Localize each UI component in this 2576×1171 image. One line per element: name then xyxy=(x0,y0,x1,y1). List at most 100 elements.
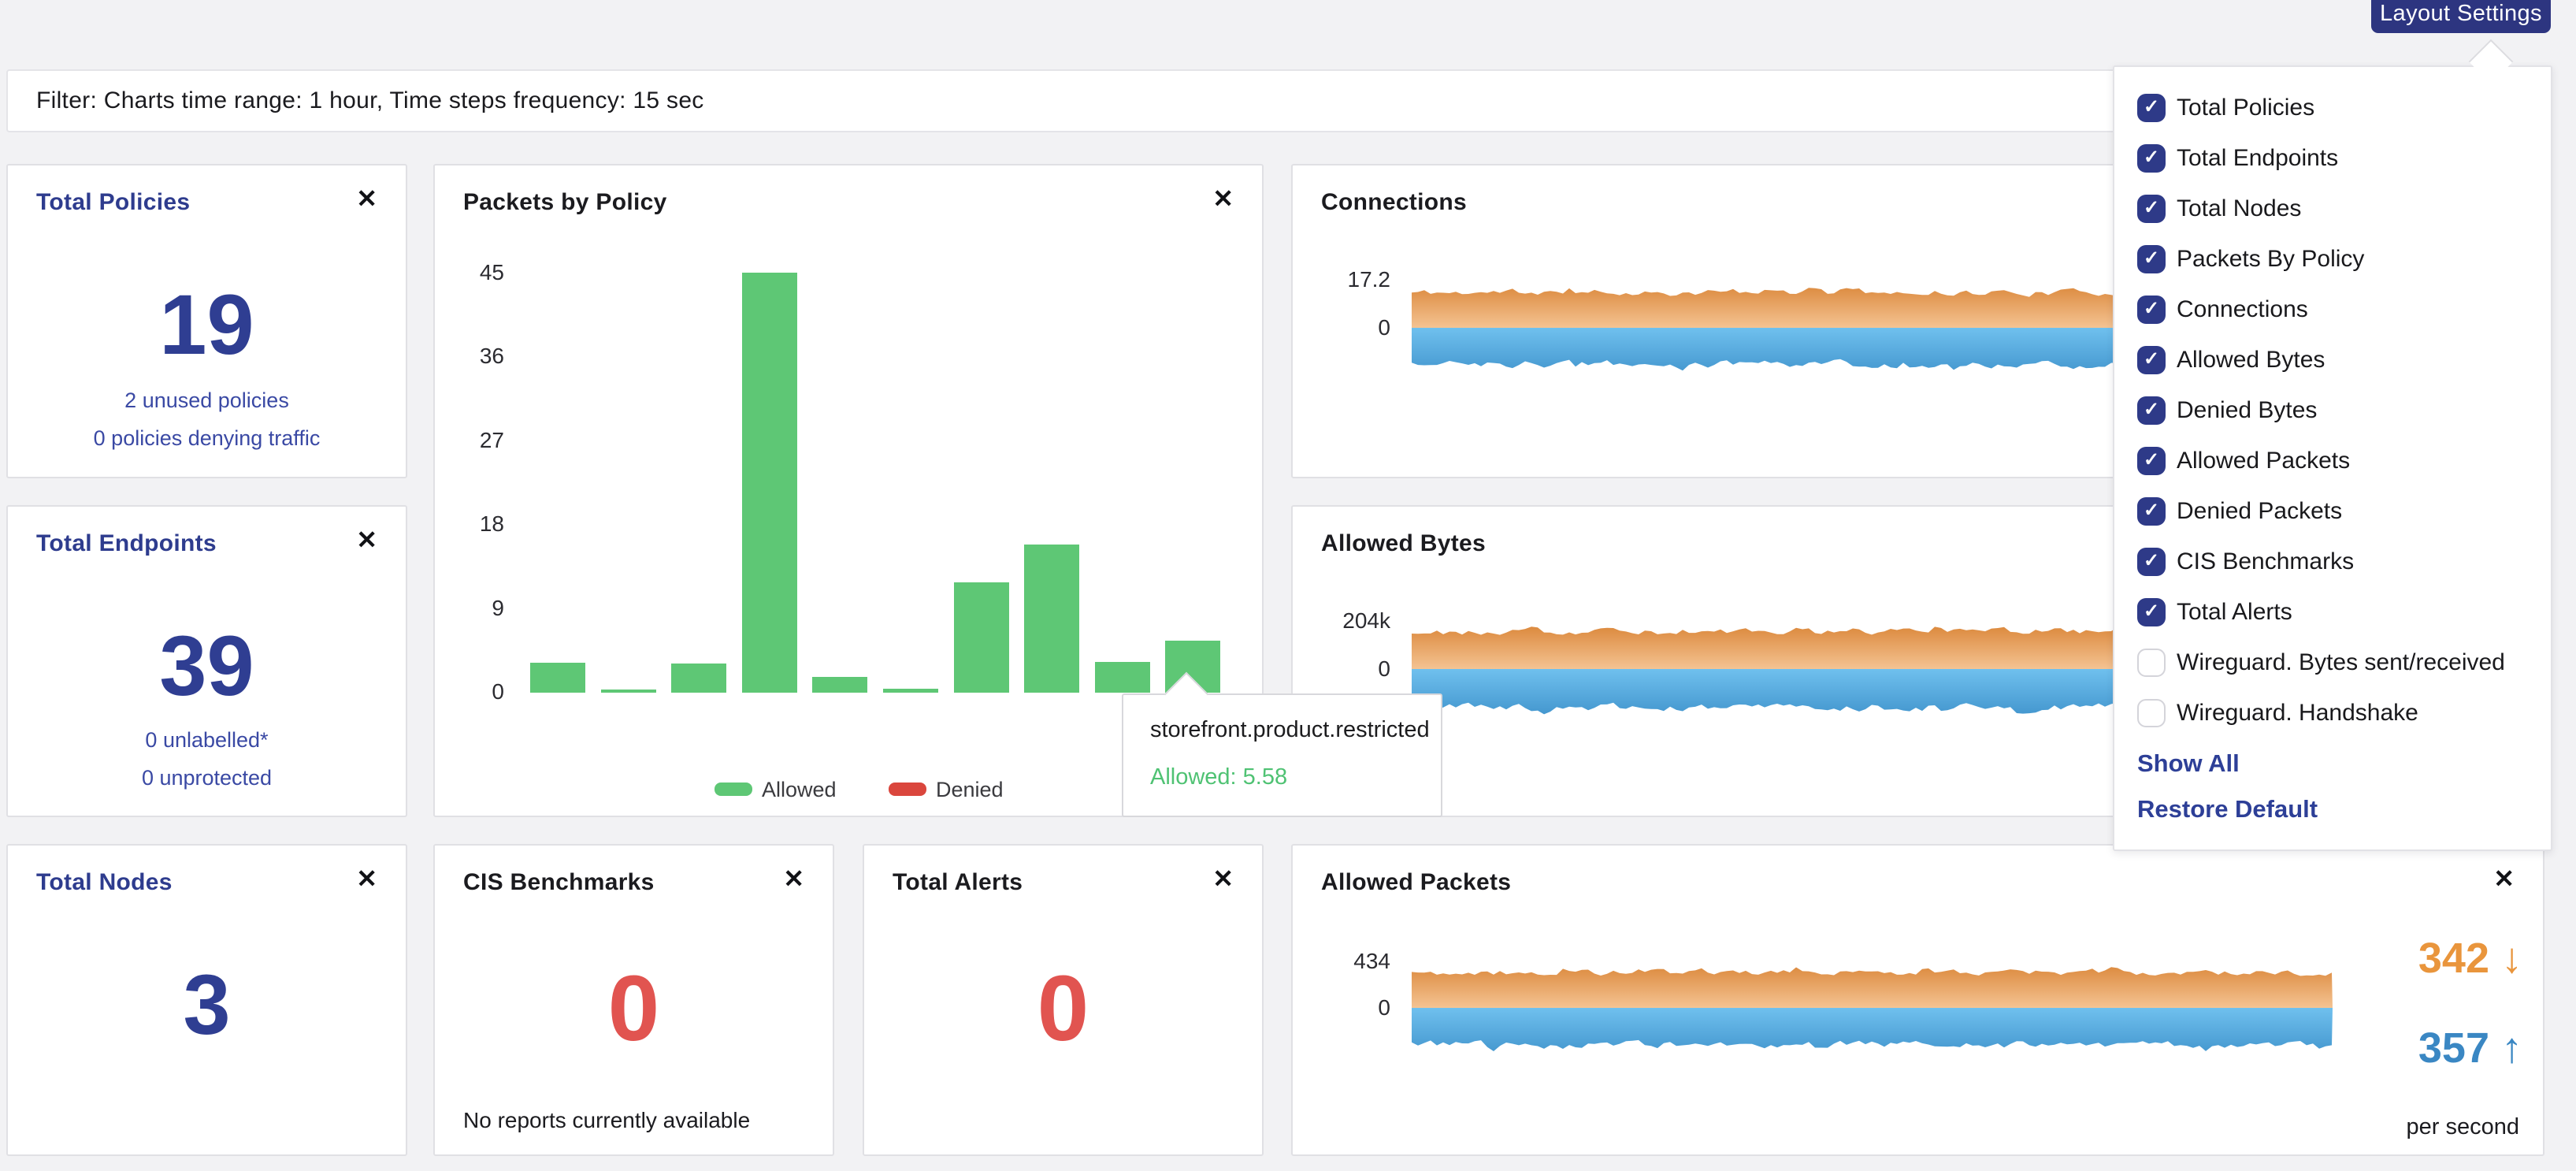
total-nodes-value: 3 xyxy=(183,957,231,1052)
connections-title: Connections xyxy=(1321,189,1467,215)
layout-menu-item-denied-bytes[interactable]: ✓ Denied Bytes xyxy=(2114,385,2551,436)
layout-settings-menu: ✓ Total Policies ✓ Total Endpoints ✓ Total No… xyxy=(2113,65,2552,851)
cis-benchmarks-note: No reports currently available xyxy=(463,1108,751,1132)
layout-menu-item-packets-by-policy[interactable]: ✓ Packets By Policy xyxy=(2114,234,2551,284)
layout-menu-item-label: Total Nodes xyxy=(2177,195,2302,221)
close-icon[interactable]: ✕ xyxy=(2493,864,2515,893)
allowed-packets-card: Allowed Packets ✕ 434 0 342 ↓ 357 ↑ per … xyxy=(1291,844,2544,1156)
checkbox-checked-icon[interactable]: ✓ xyxy=(2137,245,2166,273)
checkbox-checked-icon[interactable]: ✓ xyxy=(2137,346,2166,374)
cis-benchmarks-value: 0 xyxy=(607,957,660,1061)
bar-policy-1[interactable] xyxy=(600,690,656,693)
per-second-label: per second xyxy=(2406,1114,2520,1139)
layout-menu-item-allowed-bytes[interactable]: ✓ Allowed Bytes xyxy=(2114,335,2551,385)
bar-policy-0[interactable] xyxy=(530,663,585,693)
bar-policy-2[interactable] xyxy=(671,664,727,693)
allowed-packets-area-chart xyxy=(1412,967,2333,1051)
close-icon[interactable]: ✕ xyxy=(356,526,377,554)
layout-menu-item-label: Allowed Packets xyxy=(2177,448,2351,474)
checkbox-unchecked-icon[interactable] xyxy=(2137,649,2166,677)
layout-menu-item-label: Allowed Bytes xyxy=(2177,347,2325,373)
packets-received-rate: 342 ↓ xyxy=(2418,935,2522,982)
close-icon[interactable]: ✕ xyxy=(1212,864,1234,893)
bar-policy-7[interactable] xyxy=(1024,544,1080,693)
arrow-down-icon: ↓ xyxy=(2501,935,2522,982)
total-alerts-title: Total Alerts xyxy=(893,869,1023,895)
legend-allowed-swatch xyxy=(715,783,752,796)
total-nodes-title: Total Nodes xyxy=(36,869,173,895)
layout-menu-item-total-endpoints[interactable]: ✓ Total Endpoints xyxy=(2114,133,2551,184)
layout-menu-item-denied-packets[interactable]: ✓ Denied Packets xyxy=(2114,486,2551,537)
layout-menu-item-cis-benchmarks[interactable]: ✓ CIS Benchmarks xyxy=(2114,537,2551,587)
y-tick-label: 9 xyxy=(492,595,504,620)
close-icon[interactable]: ✕ xyxy=(1212,184,1234,213)
checkbox-checked-icon[interactable]: ✓ xyxy=(2137,497,2166,526)
total-endpoints-card: Total Endpoints ✕ 39 0 unlabelled* 0 unp… xyxy=(6,505,407,817)
denying-policies-link[interactable]: 0 policies denying traffic xyxy=(93,426,321,450)
bar-policy-6[interactable] xyxy=(953,582,1009,693)
y-tick-label: 18 xyxy=(479,511,504,537)
checkbox-checked-icon[interactable]: ✓ xyxy=(2137,548,2166,576)
layout-settings-button[interactable]: Layout Settings xyxy=(2371,0,2551,33)
bar-policy-4[interactable] xyxy=(812,676,868,693)
bar-policy-5[interactable] xyxy=(883,689,938,693)
checkbox-checked-icon[interactable]: ✓ xyxy=(2137,144,2166,173)
checkbox-unchecked-icon[interactable] xyxy=(2137,699,2166,727)
connections-ymax-label: 17.2 xyxy=(1347,267,1391,292)
layout-menu-item-allowed-packets[interactable]: ✓ Allowed Packets xyxy=(2114,436,2551,486)
cis-benchmarks-card: CIS Benchmarks ✕ 0 No reports currently … xyxy=(433,844,834,1156)
close-icon[interactable]: ✕ xyxy=(356,864,377,893)
allowed-bytes-ymax-label: 204k xyxy=(1342,608,1390,633)
allowed-bytes-area-chart xyxy=(1412,625,2333,715)
checkbox-checked-icon[interactable]: ✓ xyxy=(2137,94,2166,122)
arrow-up-icon: ↑ xyxy=(2501,1024,2522,1072)
tooltip-allowed-value: Allowed: 5.58 xyxy=(1150,764,1288,790)
layout-menu-item-wireguard-bytes-sent-received[interactable]: Wireguard. Bytes sent/received xyxy=(2114,638,2551,688)
show-all-link[interactable]: Show All xyxy=(2137,749,2240,777)
unlabelled-endpoints-link[interactable]: 0 unlabelled* xyxy=(145,728,269,752)
total-policies-title: Total Policies xyxy=(36,189,191,215)
layout-menu-item-label: Total Policies xyxy=(2177,95,2315,121)
unprotected-endpoints-link[interactable]: 0 unprotected xyxy=(141,766,273,790)
unused-policies-link[interactable]: 2 unused policies xyxy=(124,388,289,412)
allowed-packets-yzero-label: 0 xyxy=(1378,995,1390,1020)
layout-menu-item-label: Denied Bytes xyxy=(2177,397,2318,423)
total-alerts-card: Total Alerts ✕ 0 xyxy=(863,844,1264,1156)
allowed-bytes-title: Allowed Bytes xyxy=(1321,530,1486,556)
legend-denied-swatch xyxy=(889,783,926,796)
layout-menu-item-total-policies[interactable]: ✓ Total Policies xyxy=(2114,83,2551,133)
checkbox-checked-icon[interactable]: ✓ xyxy=(2137,195,2166,223)
allowed-bytes-yzero-label: 0 xyxy=(1378,656,1390,681)
checkbox-checked-icon[interactable]: ✓ xyxy=(2137,447,2166,475)
layout-menu-item-label: Wireguard. Handshake xyxy=(2177,700,2418,726)
total-policies-value: 19 xyxy=(159,277,254,372)
close-icon[interactable]: ✕ xyxy=(356,184,377,213)
layout-menu-item-connections[interactable]: ✓ Connections xyxy=(2114,284,2551,335)
y-tick-label: 0 xyxy=(492,679,504,704)
filter-summary-text: Filter: Charts time range: 1 hour, Time … xyxy=(36,87,704,113)
close-icon[interactable]: ✕ xyxy=(783,864,804,893)
total-policies-card: Total Policies ✕ 19 2 unused policies 0 … xyxy=(6,164,407,478)
connections-area-chart xyxy=(1412,288,2333,371)
layout-menu-item-total-nodes[interactable]: ✓ Total Nodes xyxy=(2114,184,2551,234)
bar-policy-8[interactable] xyxy=(1094,661,1150,693)
layout-menu-item-label: Wireguard. Bytes sent/received xyxy=(2177,649,2505,675)
checkbox-checked-icon[interactable]: ✓ xyxy=(2137,598,2166,626)
checkbox-checked-icon[interactable]: ✓ xyxy=(2137,296,2166,324)
layout-menu-item-label: Total Endpoints xyxy=(2177,145,2339,171)
checkbox-checked-icon[interactable]: ✓ xyxy=(2137,396,2166,425)
chart-tooltip: storefront.product.restricted Allowed: 5… xyxy=(1122,693,1442,817)
total-endpoints-title: Total Endpoints xyxy=(36,530,217,556)
total-nodes-card: Total Nodes ✕ 3 xyxy=(6,844,407,1156)
packets-by-policy-title: Packets by Policy xyxy=(463,189,667,215)
layout-menu-item-wireguard-handshake[interactable]: Wireguard. Handshake xyxy=(2114,688,2551,738)
bar-policy-3[interactable] xyxy=(741,273,797,693)
bar-chart-plot xyxy=(530,273,1657,693)
layout-menu-item-label: CIS Benchmarks xyxy=(2177,548,2355,574)
layout-menu-item-label: Connections xyxy=(2177,296,2308,322)
restore-default-link[interactable]: Restore Default xyxy=(2137,795,2318,823)
total-alerts-value: 0 xyxy=(1037,957,1089,1061)
legend-denied-label: Denied xyxy=(936,778,1004,801)
cis-benchmarks-title: CIS Benchmarks xyxy=(463,869,655,895)
layout-menu-item-total-alerts[interactable]: ✓ Total Alerts xyxy=(2114,587,2551,638)
